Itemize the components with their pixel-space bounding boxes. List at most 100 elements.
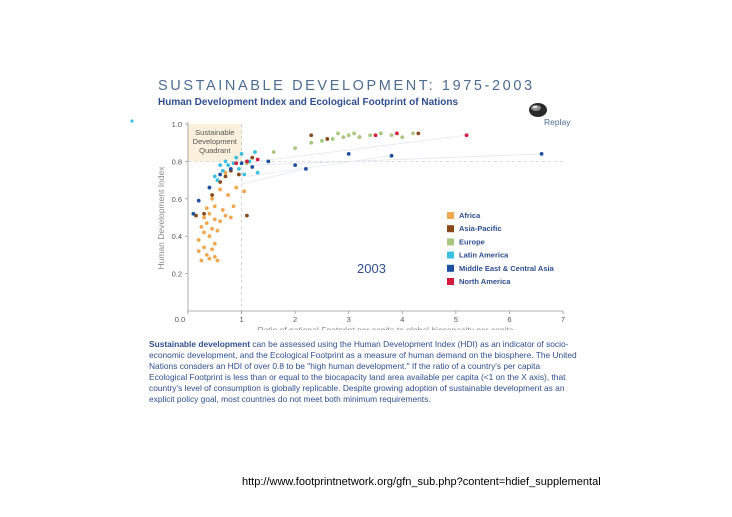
point-asia-pacific	[309, 133, 314, 138]
point-europe	[400, 135, 405, 139]
point-europe	[352, 131, 356, 136]
point-africa	[210, 196, 215, 201]
point-middle-east-central-asia	[239, 161, 244, 166]
point-latin-america	[236, 166, 241, 171]
point-north-america	[464, 133, 469, 138]
point-middle-east-central-asia	[250, 165, 255, 169]
point-africa	[228, 215, 233, 220]
stray-marker	[130, 119, 134, 123]
point-europe	[309, 140, 314, 145]
point-latin-america	[212, 174, 217, 179]
point-africa	[218, 219, 223, 224]
point-middle-east-central-asia	[539, 152, 544, 156]
point-asia-pacific	[202, 211, 206, 216]
point-europe	[357, 135, 362, 139]
x-tick-label: 4	[400, 315, 404, 324]
point-latin-america	[215, 178, 220, 183]
point-middle-east-central-asia	[303, 166, 308, 171]
point-asia-pacific	[250, 155, 255, 160]
point-latin-america	[239, 152, 244, 156]
point-asia-pacific	[223, 174, 228, 179]
legend-label-north-america: North America	[459, 277, 511, 286]
point-latin-america	[226, 163, 231, 168]
legend-swatch-middle-east-central-asia	[447, 264, 454, 272]
point-africa	[202, 215, 206, 220]
point-middle-east-central-asia	[196, 198, 201, 203]
point-africa	[204, 221, 209, 226]
sustainable-quadrant	[188, 124, 242, 162]
point-africa	[202, 230, 206, 235]
point-middle-east-central-asia	[266, 159, 271, 164]
trajectory-line	[246, 155, 392, 177]
y-tick-label: 0.8	[172, 157, 182, 166]
legend-swatch-latin-america	[447, 251, 454, 259]
point-europe	[330, 137, 335, 141]
legend-swatch-asia-pacific	[447, 225, 454, 233]
point-europe	[346, 133, 351, 138]
x-tick-label: 2	[293, 315, 297, 324]
point-africa	[210, 226, 215, 231]
y-tick-label: 0.4	[172, 232, 182, 241]
x-tick-label: 7	[561, 315, 565, 324]
trajectory-line	[252, 153, 542, 166]
x-tick-label: 5	[454, 315, 458, 324]
point-middle-east-central-asia	[293, 163, 298, 168]
point-latin-america	[220, 168, 225, 173]
point-europe	[389, 133, 394, 138]
quadrant-label: Sustainable	[195, 128, 234, 137]
point-north-america	[373, 133, 378, 138]
replay-button[interactable]: Replay	[544, 117, 571, 127]
point-africa	[226, 193, 231, 197]
source-url-link[interactable]: http://www.footprintnetwork.org/gfn_sub.…	[242, 476, 601, 488]
point-middle-east-central-asia	[228, 166, 233, 171]
point-asia-pacific	[194, 213, 198, 218]
y-tick-label: 0.6	[172, 195, 182, 204]
point-asia-pacific	[210, 193, 215, 197]
point-africa	[199, 224, 204, 229]
chart-description: Sustainable development can be assessed …	[149, 339, 579, 406]
point-africa	[234, 185, 239, 190]
slide-title: SUSTAINABLE DEVELOPMENT: 1975-2003	[158, 78, 535, 94]
point-latin-america	[255, 170, 260, 175]
legend-swatch-north-america	[447, 278, 454, 285]
point-north-america	[234, 161, 239, 166]
point-africa	[212, 217, 217, 222]
quadrant-label: Quadrant	[199, 146, 231, 155]
y-tick-label: 0.2	[172, 270, 182, 279]
y-axis-label: Human Development Index	[156, 166, 166, 270]
legend-swatch-europe	[447, 238, 454, 246]
x-axis-label: Ratio of national Footprint per capita t…	[257, 325, 513, 330]
point-europe	[320, 138, 324, 143]
legend-label-latin-america: Latin America	[459, 251, 509, 260]
point-latin-america	[247, 159, 252, 164]
replay-disc-icon[interactable]	[528, 102, 548, 118]
x-tick-label: 0.0	[175, 315, 185, 324]
point-asia-pacific	[218, 180, 223, 184]
point-latin-america	[242, 172, 247, 177]
point-latin-america	[231, 161, 236, 166]
point-africa	[212, 241, 217, 246]
legend-label-asia-pacific: Asia-Pacific	[459, 224, 502, 233]
point-africa	[215, 258, 220, 263]
point-middle-east-central-asia	[191, 211, 196, 216]
point-africa	[196, 238, 201, 242]
point-middle-east-central-asia	[218, 172, 223, 177]
legend-label-middle-east-central-asia: Middle East & Central Asia	[459, 264, 555, 273]
point-africa	[223, 170, 228, 175]
point-africa	[212, 254, 217, 259]
point-europe	[378, 131, 383, 136]
description-body: can be assessed using the Human Developm…	[149, 339, 577, 405]
point-africa	[215, 228, 220, 233]
point-africa	[196, 249, 201, 254]
point-africa	[218, 187, 223, 192]
trajectory-line	[241, 168, 306, 185]
point-middle-east-central-asia	[207, 185, 212, 190]
point-latin-america	[253, 150, 257, 154]
point-africa	[220, 208, 225, 212]
legend-label-europe: Europe	[459, 237, 485, 246]
point-europe	[336, 131, 340, 136]
point-africa	[204, 253, 209, 257]
x-tick-label: 1	[239, 315, 243, 324]
year-label: 2003	[357, 261, 386, 276]
